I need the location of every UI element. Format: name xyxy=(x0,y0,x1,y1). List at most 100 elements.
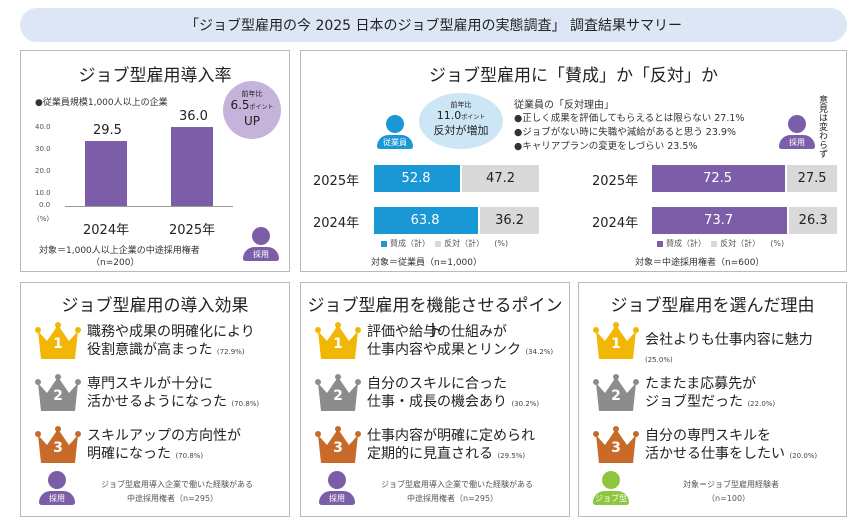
intro-value-2025: 36.0 xyxy=(179,108,208,124)
rank-number: 2 xyxy=(611,388,621,404)
crown-rank-2-icon: 2 xyxy=(593,373,639,413)
rank-percent: (29.5%) xyxy=(497,452,526,460)
rank-percent: (72.9%) xyxy=(216,348,245,356)
points-footnote-n: 中途採用権者（n=295） xyxy=(407,494,499,503)
rec-legend: 賛成（計） 反対（計） (%) xyxy=(657,238,784,249)
employee-label: 従業員 xyxy=(377,135,413,149)
reasons-panel: ジョブ型雇用を選んだ理由 1 会社よりも仕事内容に魅力 (25.0%) 2 たまたま応… xyxy=(578,282,847,517)
emp-no-bar-2024 xyxy=(480,207,539,234)
recruiter-avatar: 採用 xyxy=(319,471,355,505)
rec-legend-unit: (%) xyxy=(770,239,785,248)
y-unit-label: (%) xyxy=(37,215,50,223)
crown-rank-1-icon: 1 xyxy=(315,321,361,361)
reason-item-2: ●ジョブがない時に失職や減給があると思う 23.9% xyxy=(514,127,736,138)
reasons-footnote-n: （n=100） xyxy=(707,494,751,503)
crown-rank-2-icon: 2 xyxy=(35,373,81,413)
effects-footnote-n: 中途採用権者（n=295） xyxy=(127,494,219,503)
legend-yes-swatch xyxy=(381,240,387,247)
legend-no-swatch xyxy=(711,240,718,247)
rank-line-1: 自分の専門スキルを xyxy=(645,428,771,444)
opinion-speech-bubble: 前年比 11.0ポイント 反対が増加 xyxy=(419,93,503,149)
rank-percent: (34.2%) xyxy=(525,348,554,356)
crown-rank-3-icon: 3 xyxy=(35,425,81,465)
rec-yes-bar-2025 xyxy=(652,165,786,192)
intro-category-2025: 2025年 xyxy=(169,223,216,238)
y-tick-20: 20.0 xyxy=(35,167,51,175)
reason-item-3: ●キャリアプランの変更をしづらい 23.5% xyxy=(514,141,698,152)
emp-legend-yes: 賛成（計） xyxy=(390,239,430,248)
opinion-bubble-line3: 反対が増加 xyxy=(433,124,489,137)
person-head-icon xyxy=(252,227,270,245)
rank-line-1: 仕事内容が明確に定められ xyxy=(367,428,535,444)
emp-no-value-2025: 47.2 xyxy=(486,171,515,186)
reasons-panel-title: ジョブ型雇用を選んだ理由 xyxy=(610,296,815,316)
recruiter-avatar: 採用 xyxy=(779,115,815,149)
opinion-bubble-value: 11.0 xyxy=(436,109,462,122)
rec-no-value-2025: 27.5 xyxy=(797,171,827,186)
legend-no-swatch xyxy=(435,240,442,247)
opinion-bubble-unit: ポイント xyxy=(461,114,486,121)
rec-legend-yes: 賛成（計） xyxy=(666,239,706,248)
rank-item-1: 会社よりも仕事内容に魅力 (25.0%) xyxy=(645,331,813,369)
points-footnote: ジョブ型雇用導入企業で働いた経験がある xyxy=(381,480,533,489)
job-type-avatar: ジョブ型 xyxy=(593,471,629,505)
rank-item-3: スキルアップの方向性が 明確になった (70.8%) xyxy=(87,427,241,465)
rec-year-2024: 2024年 xyxy=(592,216,639,231)
recruiter-avatar: 採用 xyxy=(243,227,279,261)
crown-rank-1-icon: 1 xyxy=(35,321,81,361)
intro-rate-panel: ジョブ型雇用導入率 ●従業員規模1,000人以上の企業 40.0 30.0 20… xyxy=(20,50,290,272)
rank-line-1: 職務や成果の明確化により xyxy=(87,324,255,340)
rec-yes-value-2025: 72.5 xyxy=(703,171,733,186)
effects-panel: ジョブ型雇用の導入効果 1 職務や成果の明確化により 役割意識が高まった (72.9… xyxy=(20,282,290,517)
crown-rank-2-icon: 2 xyxy=(315,373,361,413)
emp-year-2025: 2025年 xyxy=(313,174,360,189)
rec-no-bar-2024 xyxy=(789,207,837,234)
emp-year-2024: 2024年 xyxy=(313,216,360,231)
employee-avatar: 従業員 xyxy=(377,115,413,149)
reasons-person-label: ジョブ型 xyxy=(593,491,629,505)
emp-legend: 賛成（計） 反対（計） (%) xyxy=(381,238,508,249)
y-tick-30: 30.0 xyxy=(35,145,51,153)
rank-percent: (22.0%) xyxy=(747,400,776,408)
person-head-icon xyxy=(48,471,66,489)
legend-yes-swatch xyxy=(657,240,663,247)
opinion-bubble-line1: 前年比 xyxy=(450,101,472,109)
emp-no-value-2024: 36.2 xyxy=(495,213,525,228)
rank-number: 1 xyxy=(53,336,63,352)
rank-percent: (20.0%) xyxy=(789,452,818,460)
rank-line-2-text: 定期的に見直される xyxy=(367,446,493,462)
person-head-icon xyxy=(328,471,346,489)
intro-bubble-unit: ポイント xyxy=(249,104,274,111)
rec-no-value-2024: 26.3 xyxy=(798,213,828,228)
rank-line-2-text: 明確になった xyxy=(87,446,171,462)
reasons-footnote: 対象＝ジョブ型雇用経験者 xyxy=(683,480,779,489)
emp-legend-unit: (%) xyxy=(494,239,509,248)
rank-line-2-text: 仕事・成長の機会あり xyxy=(367,394,507,410)
rank-line-1: 会社よりも仕事内容に魅力 xyxy=(645,332,813,348)
intro-speech-bubble: 前年比 6.5ポイント UP xyxy=(223,81,281,139)
rank-item-1: 評価や給与の仕組みが 仕事内容や成果とリンク (34.2%) xyxy=(367,323,553,361)
intro-bubble-line3: UP xyxy=(243,114,261,128)
rank-line-1: 自分のスキルに合った xyxy=(367,376,507,392)
emp-no-bar-2025 xyxy=(462,165,539,192)
crown-rank-1-icon: 1 xyxy=(593,321,639,361)
rank-line-2-text: 活かせる仕事をしたい xyxy=(645,446,785,462)
rank-percent: (70.8%) xyxy=(175,452,204,460)
rank-line-2: ジョブ型だった (22.0%) xyxy=(645,393,775,413)
rank-line-2: 定期的に見直される (29.5%) xyxy=(367,445,535,465)
intro-rate-subtitle: ●従業員規模1,000人以上の企業 xyxy=(35,98,168,108)
rank-number: 3 xyxy=(611,440,621,456)
recruiter-label: 採用 xyxy=(779,135,815,149)
intro-bar-2024 xyxy=(85,141,127,206)
rank-percent: (70.8%) xyxy=(231,400,260,408)
rec-year-2025: 2025年 xyxy=(592,174,639,189)
opinion-panel: ジョブ型雇用に「賛成」か「反対」か 前年比 11.0ポイント 反対が増加 従業員… xyxy=(300,50,847,272)
rank-percent: (25.0%) xyxy=(645,356,673,364)
intro-category-2024: 2024年 xyxy=(83,223,130,238)
rank-item-3: 仕事内容が明確に定められ 定期的に見直される (29.5%) xyxy=(367,427,535,465)
reasons-title: 従業員の「反対理由」 xyxy=(514,100,614,111)
recruiter-avatar: 採用 xyxy=(39,471,75,505)
emp-yes-value-2025: 52.8 xyxy=(401,171,431,186)
rank-line-2-text: 役割意識が高まった xyxy=(87,342,213,358)
rank-item-3: 自分の専門スキルを 活かせる仕事をしたい (20.0%) xyxy=(645,427,817,465)
